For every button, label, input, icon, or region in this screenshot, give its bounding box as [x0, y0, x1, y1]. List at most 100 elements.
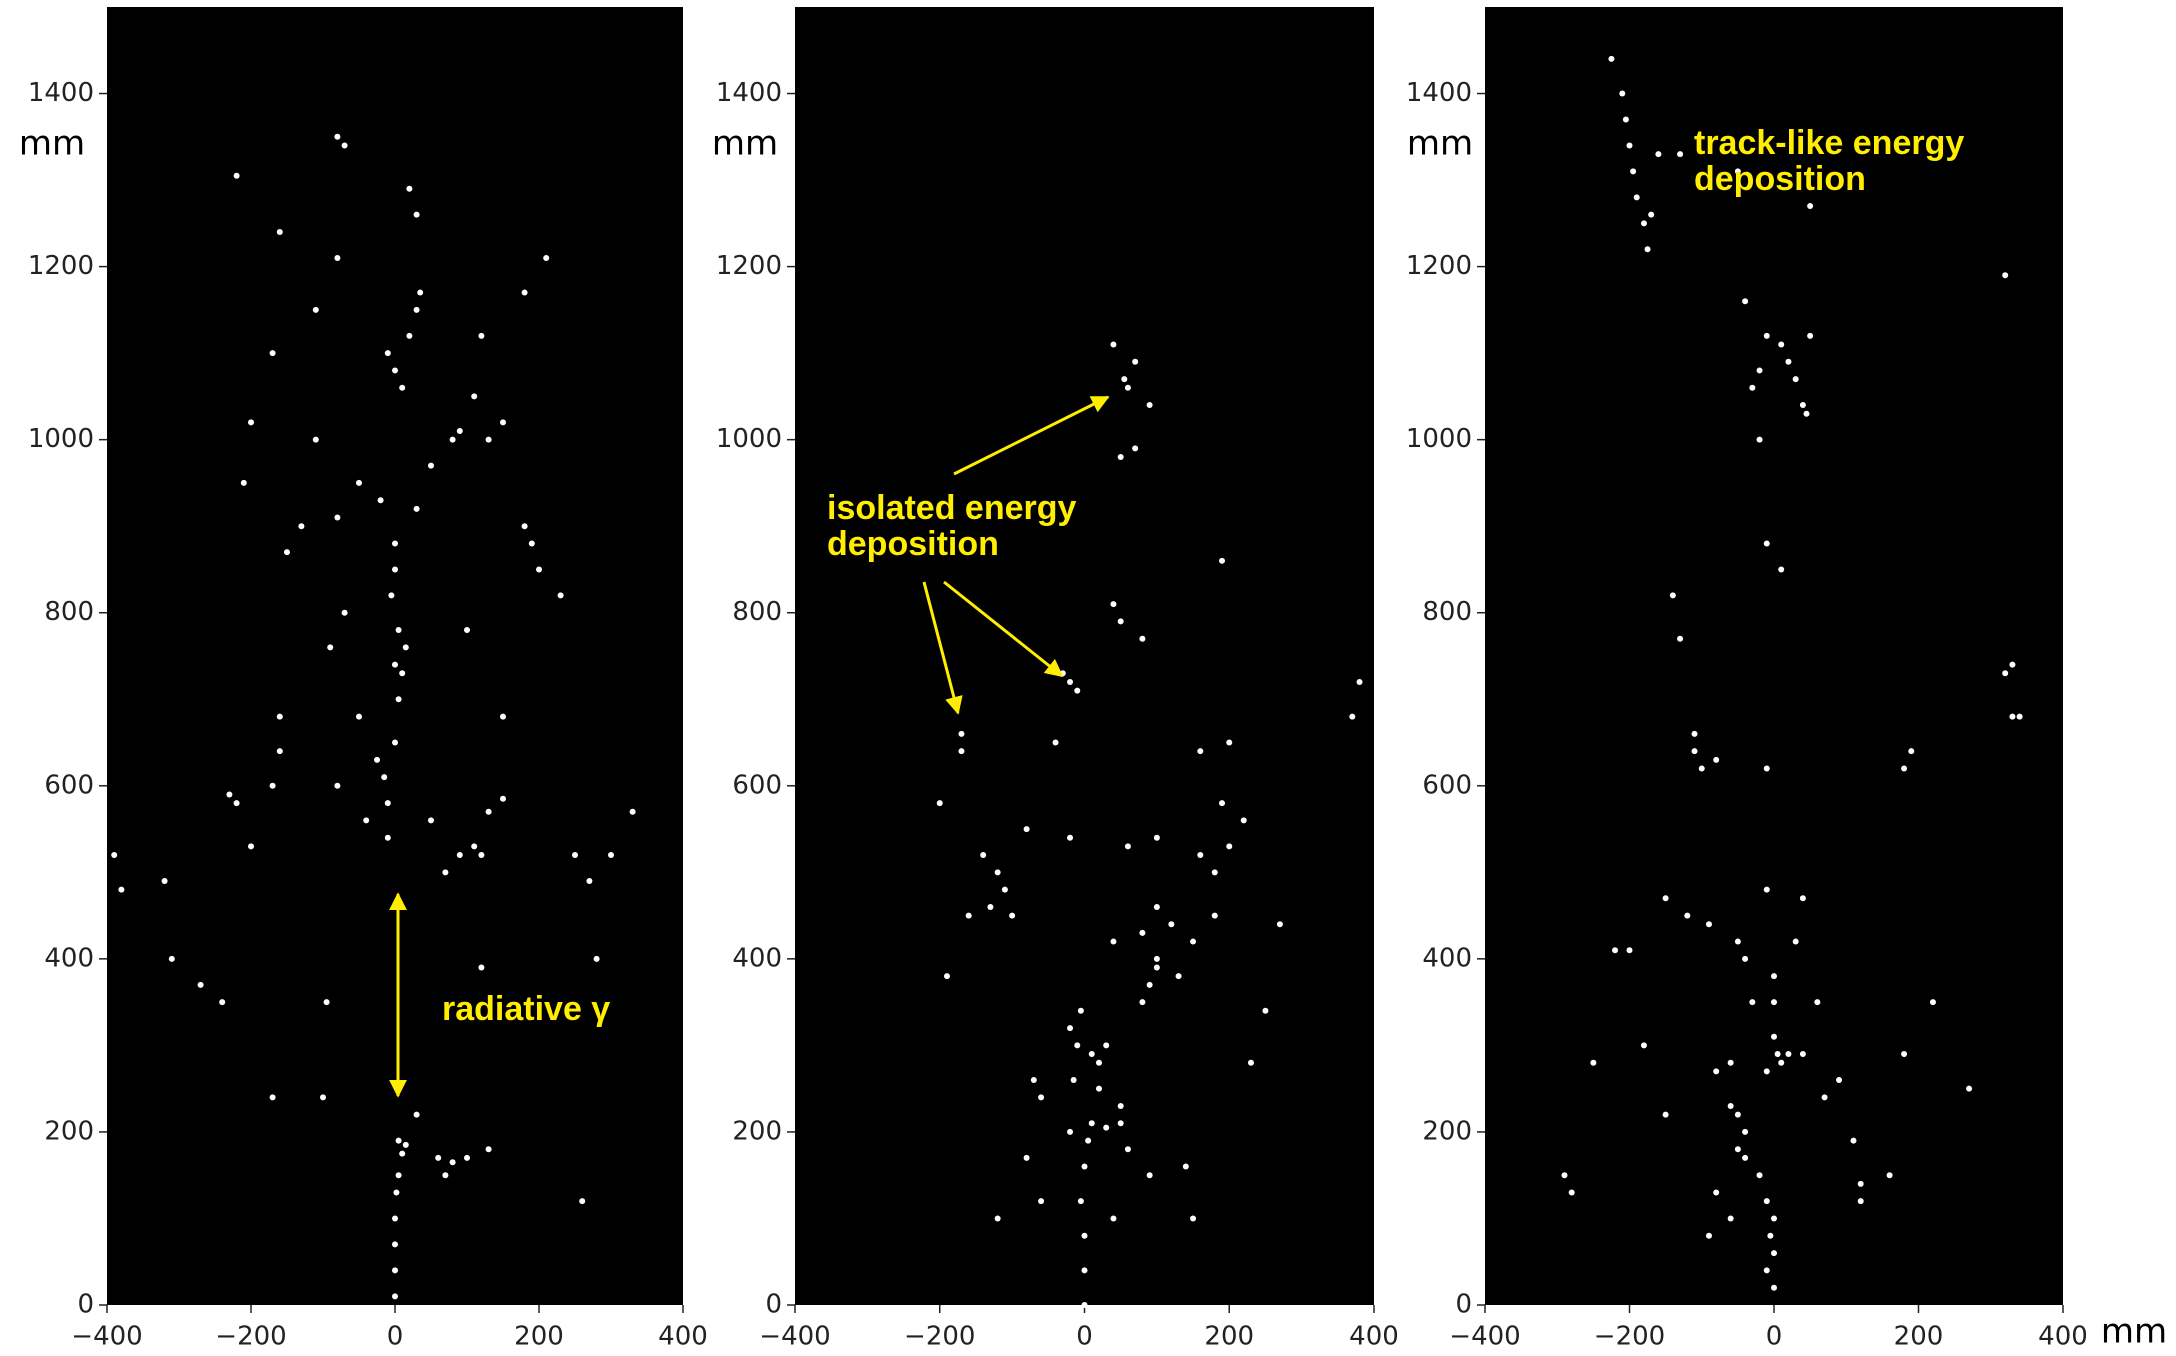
- hit-point: [1132, 445, 1138, 451]
- hit-point: [457, 852, 463, 858]
- hit-point: [1742, 956, 1748, 962]
- hit-point: [241, 480, 247, 486]
- hit-point: [1887, 1172, 1893, 1178]
- hit-point: [1082, 1267, 1088, 1273]
- hit-point: [1219, 800, 1225, 806]
- hit-point: [1561, 1172, 1567, 1178]
- hit-point: [417, 290, 423, 296]
- x-tick-label: 400: [658, 1322, 708, 1352]
- hit-point: [572, 852, 578, 858]
- y-tick-label: 1400: [716, 78, 782, 108]
- hit-point: [324, 999, 330, 1005]
- hit-point: [118, 887, 124, 893]
- hit-point: [334, 783, 340, 789]
- hit-point: [1038, 1198, 1044, 1204]
- hit-point: [392, 566, 398, 572]
- hit-point: [1154, 835, 1160, 841]
- hit-point: [1771, 999, 1777, 1005]
- hit-point: [1757, 437, 1763, 443]
- hit-point: [234, 800, 240, 806]
- hit-point: [1125, 385, 1131, 391]
- hit-point: [1771, 1285, 1777, 1291]
- annotation: track-like energy: [1694, 124, 1964, 162]
- hit-point: [1110, 601, 1116, 607]
- hit-point: [363, 817, 369, 823]
- y-tick-label: 400: [732, 943, 782, 973]
- hit-point: [1038, 1094, 1044, 1100]
- hit-point: [392, 1215, 398, 1221]
- hit-point: [248, 419, 254, 425]
- hit-point: [1627, 142, 1633, 148]
- hit-point: [1645, 246, 1651, 252]
- hit-point: [1241, 817, 1247, 823]
- plot-area: [795, 7, 1374, 1305]
- y-tick-label: 1200: [28, 251, 94, 281]
- hit-point: [1139, 930, 1145, 936]
- hit-point: [414, 212, 420, 218]
- x-tick-label: −400: [759, 1322, 830, 1352]
- y-tick-label: 200: [732, 1116, 782, 1146]
- hit-point: [1031, 1077, 1037, 1083]
- hit-point: [1706, 921, 1712, 927]
- hit-point: [392, 1267, 398, 1273]
- hit-point: [277, 714, 283, 720]
- x-tick-label: −400: [71, 1322, 142, 1352]
- hit-point: [1728, 1060, 1734, 1066]
- hit-point: [1262, 1008, 1268, 1014]
- hit-point: [1103, 1042, 1109, 1048]
- hit-point: [558, 592, 564, 598]
- x-tick-label: −200: [1594, 1322, 1665, 1352]
- x-axis-label: mm: [2101, 1312, 2167, 1352]
- hit-point: [1197, 748, 1203, 754]
- hit-point: [1219, 558, 1225, 564]
- hit-point: [1785, 359, 1791, 365]
- hit-point: [356, 714, 362, 720]
- hit-point: [1735, 1146, 1741, 1152]
- hit-point: [327, 644, 333, 650]
- hit-point: [392, 662, 398, 668]
- x-tick-label: 200: [514, 1322, 564, 1352]
- hit-point: [1742, 1129, 1748, 1135]
- y-tick-label: 1200: [716, 251, 782, 281]
- hit-point: [1836, 1077, 1842, 1083]
- hit-point: [995, 869, 1001, 875]
- hit-point: [1168, 921, 1174, 927]
- hit-point: [966, 913, 972, 919]
- hit-point: [1078, 1008, 1084, 1014]
- hit-point: [995, 1215, 1001, 1221]
- y-tick-label: 1400: [28, 78, 94, 108]
- hit-point: [111, 852, 117, 858]
- hit-point: [396, 1172, 402, 1178]
- hit-point: [1590, 1060, 1596, 1066]
- hit-point: [522, 290, 528, 296]
- hit-point: [937, 800, 943, 806]
- hit-point: [1096, 1060, 1102, 1066]
- hit-point: [1728, 1215, 1734, 1221]
- plot-area: [107, 7, 683, 1305]
- hit-point: [356, 480, 362, 486]
- hit-point: [594, 956, 600, 962]
- hit-point: [944, 973, 950, 979]
- hit-point: [1648, 212, 1654, 218]
- hit-point: [1641, 220, 1647, 226]
- hit-point: [1110, 939, 1116, 945]
- y-tick-label: 400: [1422, 943, 1472, 973]
- hit-point: [1742, 1155, 1748, 1161]
- hit-point: [2002, 670, 2008, 676]
- hit-point: [1082, 1302, 1088, 1308]
- hit-point: [536, 566, 542, 572]
- hit-point: [1569, 1190, 1575, 1196]
- hit-point: [1183, 1164, 1189, 1170]
- hit-point: [442, 869, 448, 875]
- hit-point: [414, 307, 420, 313]
- hit-point: [1966, 1086, 1972, 1092]
- hit-point: [403, 1142, 409, 1148]
- hit-point: [1684, 913, 1690, 919]
- hit-point: [388, 592, 394, 598]
- y-tick-label: 800: [44, 597, 94, 627]
- hit-point: [586, 878, 592, 884]
- hit-point: [1118, 454, 1124, 460]
- hit-point: [1764, 1267, 1770, 1273]
- hit-point: [277, 229, 283, 235]
- hit-point: [1248, 1060, 1254, 1066]
